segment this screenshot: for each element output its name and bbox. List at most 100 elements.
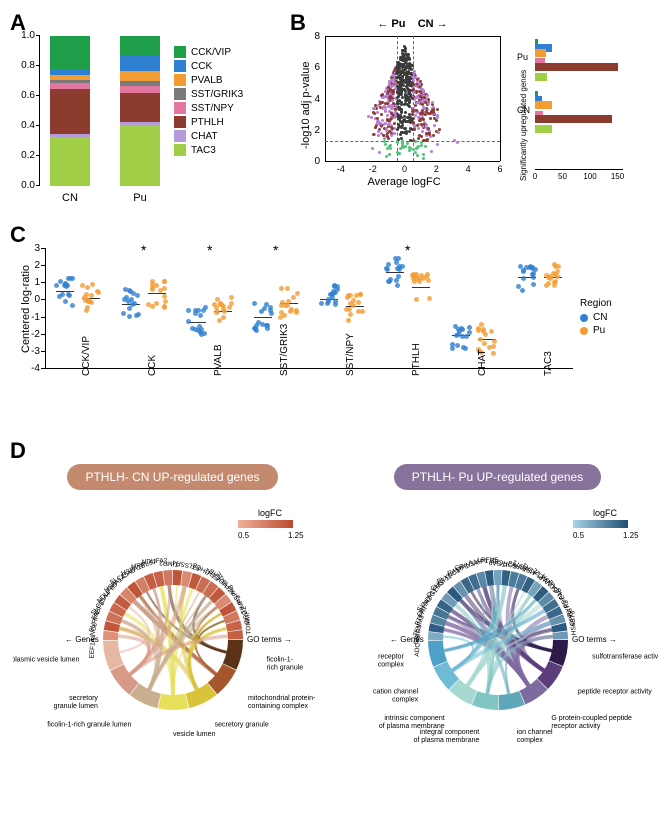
panelc-point <box>70 276 75 281</box>
panelc-ytick: 3 <box>10 243 40 254</box>
panelc-point <box>467 325 472 330</box>
svg-text:rich granule: rich granule <box>266 664 303 671</box>
panel-c-label: C <box>10 222 660 248</box>
panelc-star: * <box>273 242 278 258</box>
panel-d-right-chord: logFC0.51.25ADCY8GRID1TENM3PTPRTCRHR1SYN… <box>338 490 658 770</box>
legend-item: Pu <box>580 325 612 336</box>
panelc-point <box>521 276 526 281</box>
volcano-xtick: 4 <box>458 164 478 174</box>
panel-a-ytick: 0.2 <box>10 150 35 161</box>
panelc-point <box>425 272 430 277</box>
panelc-point <box>295 291 300 296</box>
panelc-point <box>196 308 201 313</box>
sigbar-group: Pu <box>517 52 528 62</box>
volcano-xtick: 6 <box>490 164 510 174</box>
sigbar-xtick: 0 <box>525 172 545 181</box>
svg-text:complex: complex <box>377 662 404 669</box>
panelc-star: * <box>207 242 212 258</box>
svg-text:GO terms →: GO terms → <box>247 635 292 644</box>
sigbar <box>535 115 612 123</box>
panelc-point <box>229 301 234 306</box>
sigbar <box>535 49 546 57</box>
panelc-point <box>491 351 496 356</box>
panel-a-legend: CCK/VIPCCKPVALBSST/GRIK3SST/NPYPTHLHCHAT… <box>174 46 243 206</box>
panel-b-sigbars: Significantly upregulated genesPuCN05010… <box>513 36 623 186</box>
panelc-point <box>385 267 390 272</box>
sigbar-xtick: 150 <box>608 172 628 181</box>
panelc-point <box>70 303 75 308</box>
volcano-xlabel: Average logFC <box>368 176 441 188</box>
panelc-xlabel: CCK/VIP <box>81 336 92 376</box>
sigbar-xtick: 100 <box>580 172 600 181</box>
legend-item: SST/NPY <box>174 102 243 114</box>
panelc-point <box>63 299 68 304</box>
panelc-point <box>516 284 521 289</box>
panel-d: D PTHLH- CN UP-regulated genes logFC0.51… <box>10 438 660 770</box>
panelc-point <box>395 283 400 288</box>
panelc-point <box>360 309 365 314</box>
panelc-point <box>394 278 399 283</box>
panelc-point <box>158 288 163 293</box>
volcano-xtick: -2 <box>363 164 383 174</box>
panelc-point <box>203 305 208 310</box>
panelc-point <box>388 277 393 282</box>
panel-d-label: D <box>10 438 660 464</box>
panelc-point <box>84 292 89 297</box>
panelc-point <box>333 302 338 307</box>
panelc-xlabel: TAC3 <box>543 351 554 376</box>
panel-b: B -4-2024602468Average logFC-log10 adj p… <box>290 10 660 206</box>
panelc-point <box>229 295 234 300</box>
panel-d-left-title: PTHLH- CN UP-regulated genes <box>67 464 277 490</box>
panelc-point <box>463 346 468 351</box>
svg-text:G protein-coupled peptide: G protein-coupled peptide <box>551 715 632 722</box>
panelc-point <box>127 314 132 319</box>
panelc-point <box>154 301 159 306</box>
panel-a-seg <box>120 93 160 122</box>
row-ab: A 0.00.20.40.60.81.0CNPu CCK/VIPCCKPVALB… <box>10 10 660 206</box>
panelc-point <box>90 282 95 287</box>
svg-text:ion channel: ion channel <box>516 729 552 736</box>
svg-text:TOMM7: TOMM7 <box>244 611 253 635</box>
svg-text:cytoplasmic vesicle lumen: cytoplasmic vesicle lumen <box>13 656 80 663</box>
panelc-point <box>356 300 361 305</box>
panel-a-bar-CN <box>50 36 90 186</box>
panelc-point <box>427 296 432 301</box>
panelc-point <box>358 292 363 297</box>
panel-a-ytick: 0.4 <box>10 120 35 131</box>
panel-a-xlabel: Pu <box>120 192 160 204</box>
panelc-point <box>60 292 65 297</box>
panel-d-right: PTHLH- Pu UP-regulated genes logFC0.51.2… <box>338 464 658 770</box>
svg-text:secretory: secretory <box>69 695 98 702</box>
legend-item: PVALB <box>174 74 243 86</box>
sigbar-xtick: 50 <box>553 172 573 181</box>
panelc-point <box>64 284 69 289</box>
legend-item: CCK/VIP <box>174 46 243 58</box>
svg-text:receptor: receptor <box>378 654 404 661</box>
panelc-point <box>96 290 101 295</box>
panelc-point <box>150 285 155 290</box>
panel-b-volcano: -4-2024602468Average logFC-log10 adj p-v… <box>290 36 505 194</box>
svg-text:receptor activity: receptor activity <box>551 723 601 730</box>
sigbar <box>535 63 618 71</box>
panelc-star: * <box>141 242 146 258</box>
panelc-point <box>162 279 167 284</box>
panelc-xlabel: SST/GRIK3 <box>279 324 290 376</box>
panel-a-label: A <box>10 10 290 36</box>
svg-text:sulfotransferase activity: sulfotransferase activity <box>592 654 658 661</box>
panel-a-stacked-bar: 0.00.20.40.60.81.0CNPu <box>10 36 160 206</box>
svg-text:ficolin-1-rich granule lumen: ficolin-1-rich granule lumen <box>47 721 131 728</box>
panelc-point <box>426 278 431 283</box>
panelc-point <box>135 293 140 298</box>
panelc-point <box>332 284 337 289</box>
svg-text:HS6ST3: HS6ST3 <box>569 610 578 635</box>
svg-text:logFC: logFC <box>593 508 618 518</box>
panelc-point <box>326 299 331 304</box>
panel-c: C -4-3-2-10123Centered log-ratioCCK/VIPC… <box>10 222 660 418</box>
panelc-point <box>162 304 167 309</box>
panelc-point <box>491 344 496 349</box>
panelc-point <box>186 308 191 313</box>
panel-a-ytick: 0.8 <box>10 60 35 71</box>
panelc-star: * <box>405 242 410 258</box>
panel-a-xlabel: CN <box>50 192 90 204</box>
legend-item: CCK <box>174 60 243 72</box>
